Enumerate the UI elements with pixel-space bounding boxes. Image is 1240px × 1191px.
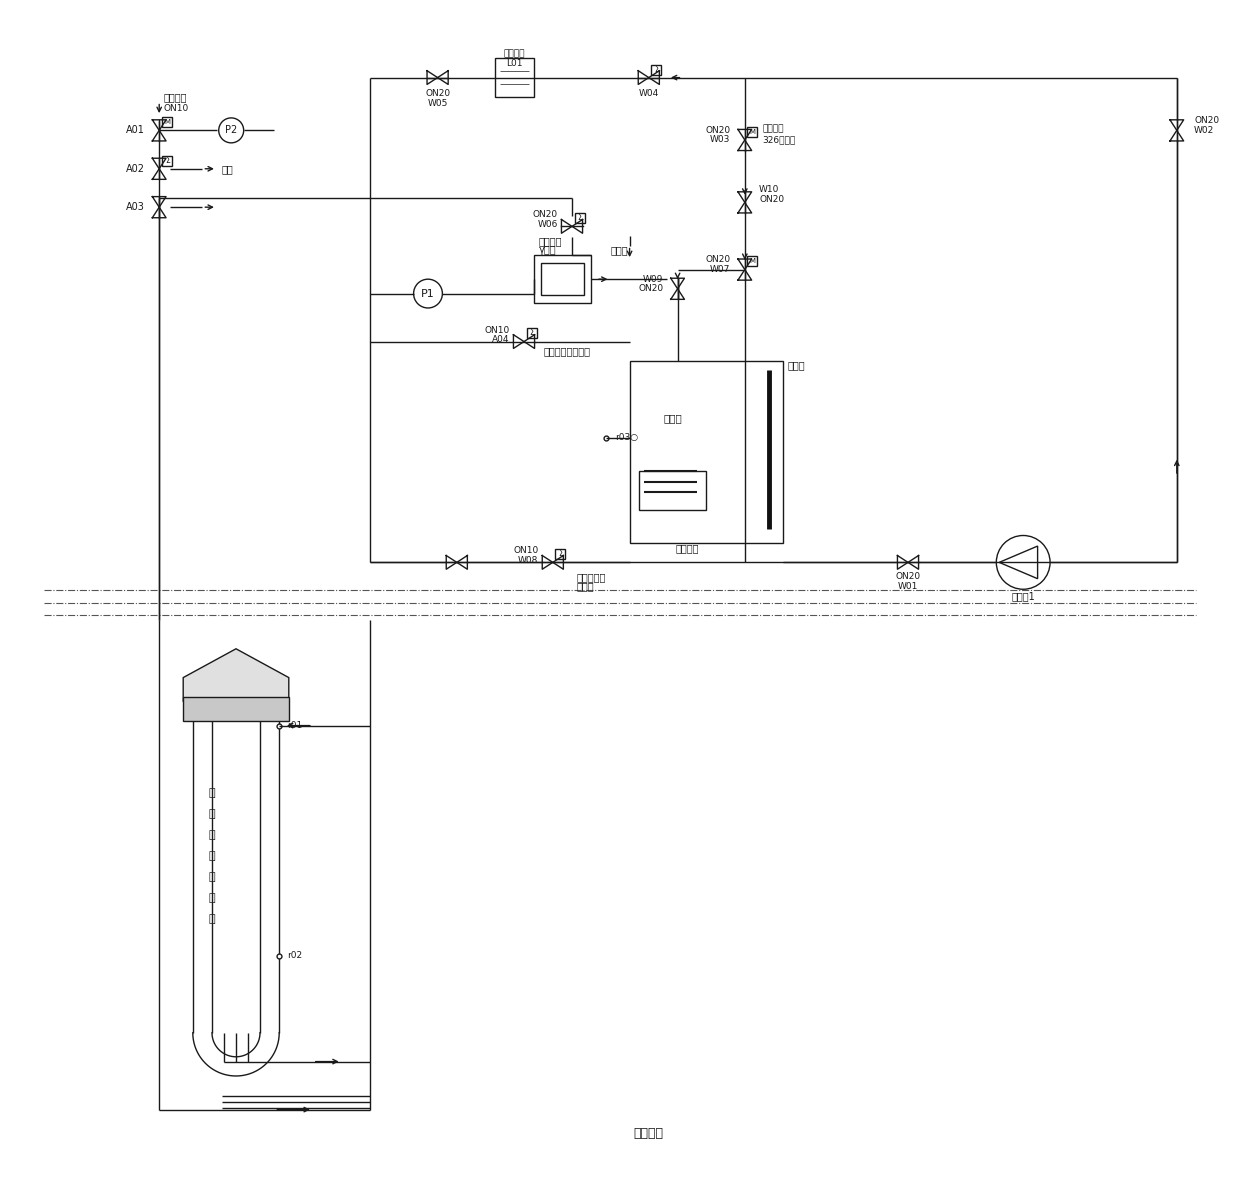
Text: M: M: [749, 258, 755, 264]
Text: 排水沟: 排水沟: [577, 581, 594, 592]
Bar: [556, 549, 565, 560]
Text: ON10: ON10: [164, 104, 190, 113]
Text: ON10: ON10: [485, 325, 510, 335]
Text: 流量测量: 流量测量: [503, 49, 526, 58]
Text: 去保存水池排风口: 去保存水池排风口: [543, 347, 590, 356]
Bar: [184, 697, 289, 721]
Text: γ探头: γ探头: [538, 245, 556, 255]
Polygon shape: [184, 649, 289, 701]
Text: 酸洗口: 酸洗口: [610, 245, 627, 255]
Bar: [527, 329, 537, 338]
Text: W10: W10: [759, 186, 780, 194]
Text: ON20: ON20: [706, 256, 730, 264]
Text: W09: W09: [642, 275, 663, 283]
Text: 保存水池: 保存水池: [763, 124, 784, 133]
Text: M: M: [749, 129, 755, 135]
Bar: [533, 255, 591, 304]
Text: 电加热器: 电加热器: [676, 543, 699, 553]
Text: A03: A03: [126, 202, 145, 212]
Text: 压缩空气: 压缩空气: [164, 92, 187, 101]
Bar: [748, 256, 758, 267]
Text: 件: 件: [208, 852, 216, 861]
Text: L01: L01: [506, 58, 522, 68]
Text: Σ: Σ: [558, 549, 563, 559]
Text: 损: 损: [208, 809, 216, 819]
Text: 破: 破: [208, 787, 216, 798]
Text: 保存水池: 保存水池: [634, 1127, 663, 1140]
Text: 排空: 排空: [222, 164, 233, 174]
Text: A04: A04: [492, 335, 510, 344]
Text: Σ: Σ: [578, 213, 582, 223]
Text: Σ: Σ: [165, 156, 170, 164]
Text: 循环泵1: 循环泵1: [1012, 591, 1035, 601]
Text: r02: r02: [286, 952, 303, 960]
Text: W03: W03: [711, 136, 730, 144]
Text: ON20: ON20: [532, 211, 558, 219]
Text: Σ: Σ: [529, 329, 534, 337]
Text: 液位计: 液位计: [787, 361, 806, 370]
Bar: [651, 64, 661, 75]
Text: 326补水阀: 326补水阀: [763, 136, 795, 144]
Text: 储水箱: 储水箱: [663, 413, 682, 423]
Text: r01: r01: [286, 721, 303, 730]
Text: W01: W01: [898, 582, 918, 591]
Text: P1: P1: [422, 288, 435, 299]
Text: ON20: ON20: [706, 126, 730, 135]
Text: 检: 检: [208, 872, 216, 883]
Text: W06: W06: [537, 220, 558, 229]
Bar: [162, 156, 172, 166]
Text: ON20: ON20: [895, 573, 920, 581]
Text: r03○: r03○: [615, 434, 639, 442]
Text: ON20: ON20: [759, 195, 785, 204]
Text: 查: 查: [208, 893, 216, 904]
Bar: [630, 361, 784, 543]
Text: ON20: ON20: [1194, 117, 1219, 125]
Text: P2: P2: [226, 125, 237, 136]
Text: 在线检测: 在线检测: [538, 236, 562, 245]
Text: W08: W08: [518, 556, 538, 565]
Bar: [542, 263, 584, 295]
Text: ON20: ON20: [425, 89, 450, 99]
Bar: [748, 126, 758, 137]
Text: A02: A02: [125, 164, 145, 174]
Text: 去保存水池: 去保存水池: [577, 572, 606, 581]
Text: ON10: ON10: [513, 547, 538, 555]
Text: Σ: Σ: [653, 66, 658, 74]
Text: A01: A01: [126, 125, 145, 136]
Text: 元: 元: [208, 830, 216, 840]
Bar: [639, 472, 707, 510]
Text: 罐: 罐: [208, 915, 216, 924]
Text: W07: W07: [711, 266, 730, 274]
Bar: [162, 117, 172, 127]
Bar: [495, 58, 533, 96]
Bar: [574, 213, 585, 223]
Text: M: M: [165, 119, 170, 125]
Text: ON20: ON20: [639, 285, 663, 293]
Text: W02: W02: [1194, 126, 1214, 135]
Text: W04: W04: [639, 89, 658, 99]
Text: W05: W05: [428, 99, 448, 108]
